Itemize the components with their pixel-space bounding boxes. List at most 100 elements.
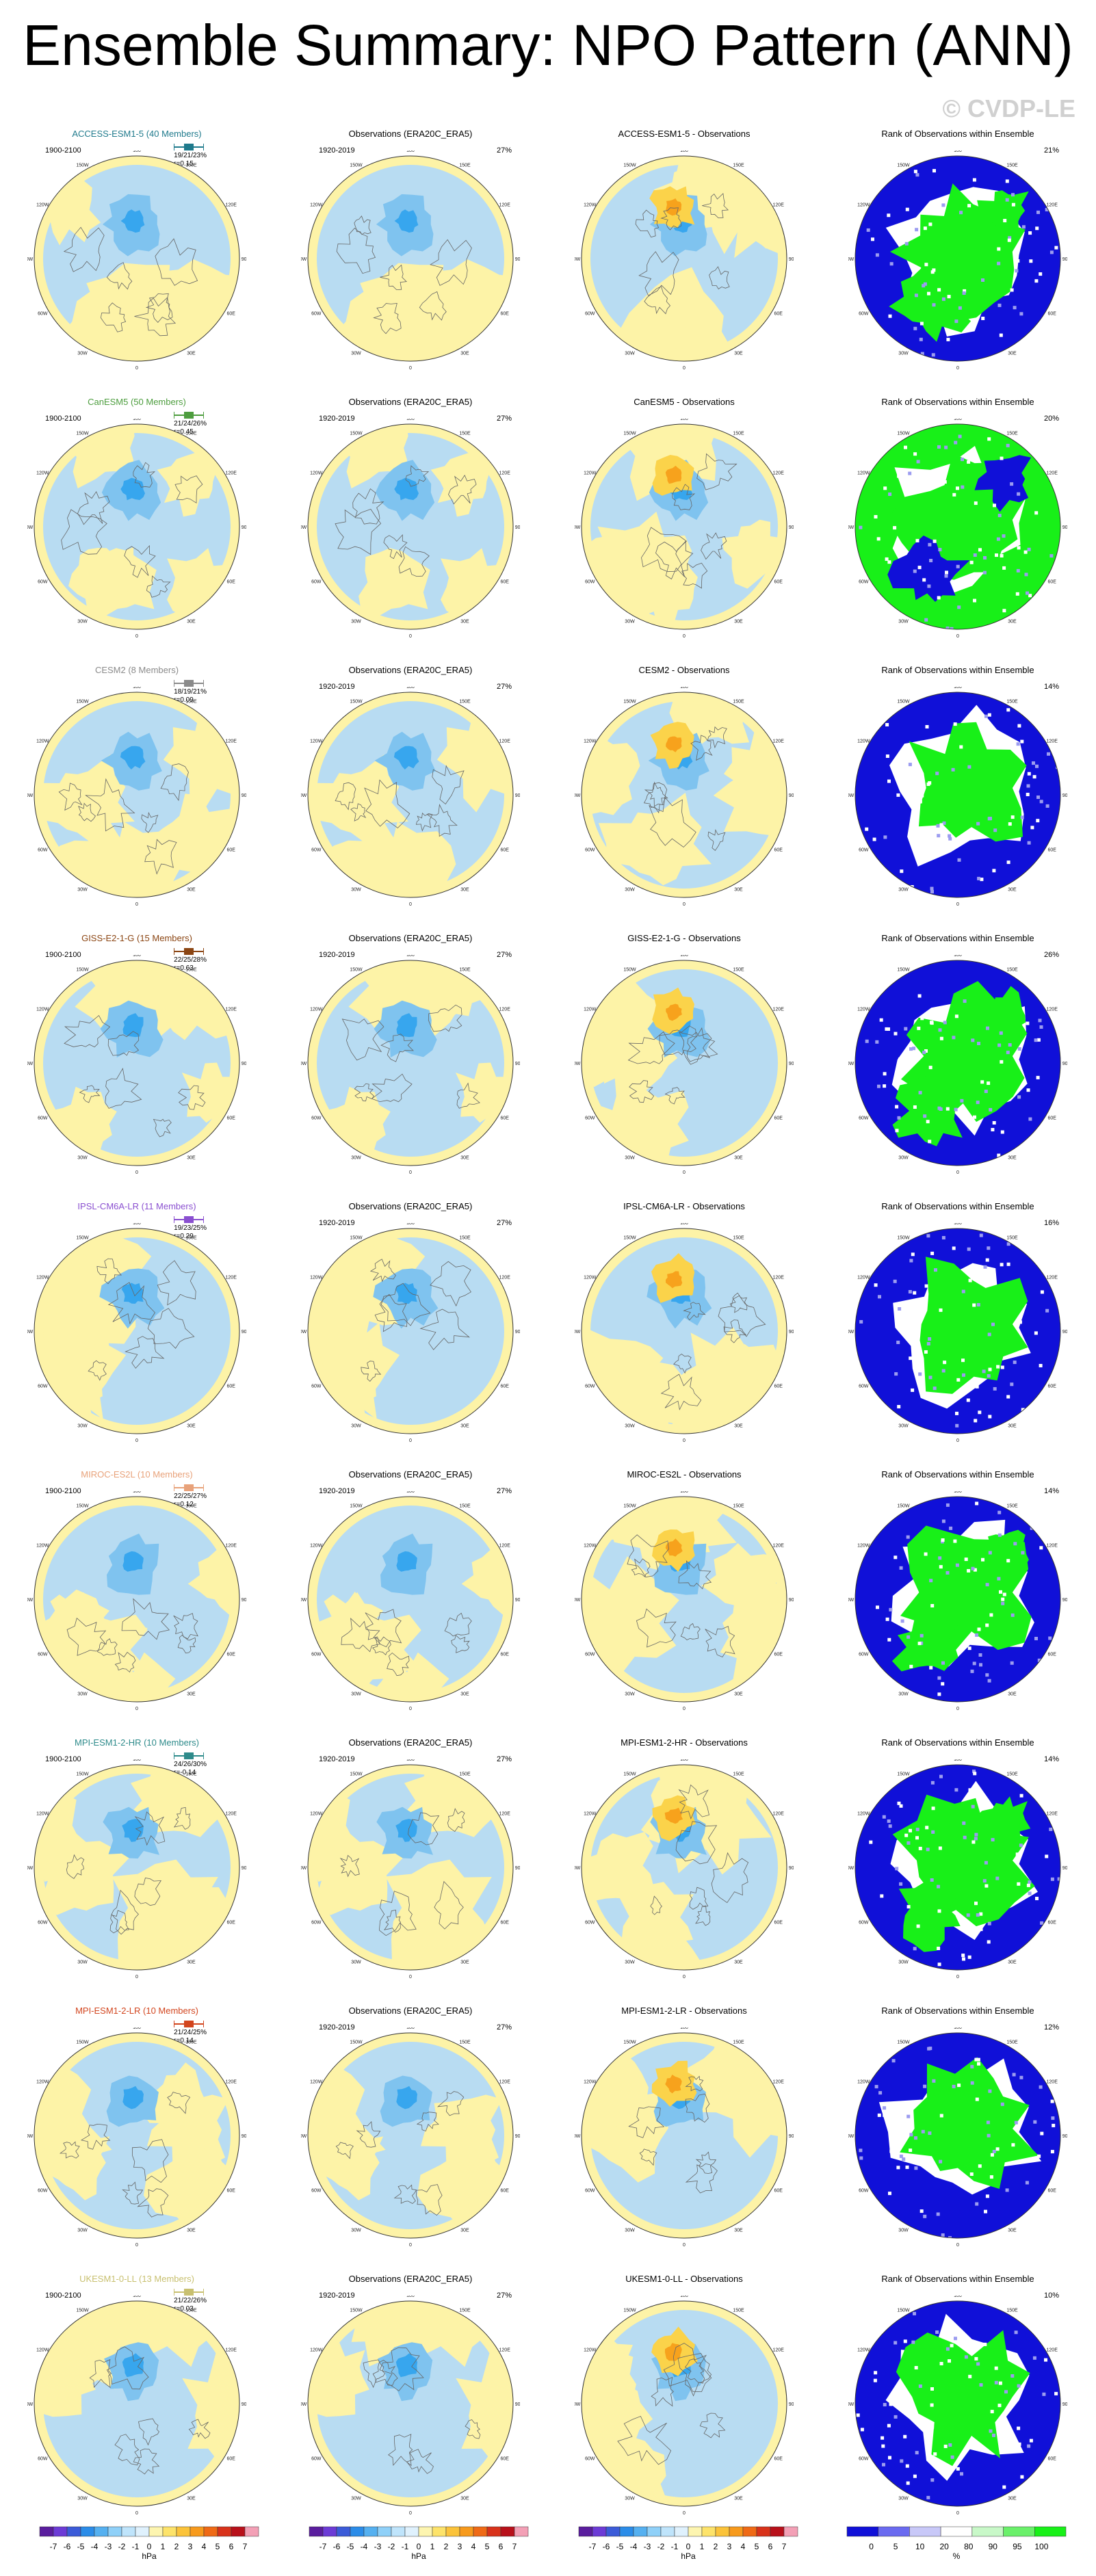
rank-pixel — [913, 569, 917, 573]
longitude-label: 120W — [36, 1544, 49, 1549]
longitude-label: 0 — [683, 1707, 686, 1711]
coastline — [371, 1073, 413, 1103]
colorbar-labels: -7 -6 -5 -4 -3 -2 -1 0 1 2 3 4 5 6 7 — [302, 2542, 535, 2551]
colorbar-swatch — [135, 2526, 150, 2537]
positive-anomaly-region — [63, 424, 135, 488]
longitude-label: 180 — [406, 687, 415, 689]
rank-pixel — [894, 1372, 898, 1376]
negative-core — [122, 1013, 144, 1038]
longitude-label: 30W — [351, 1692, 361, 1697]
rank-pixel — [1010, 1661, 1014, 1665]
longitude-label: 60E — [1047, 580, 1056, 585]
longitude-label: 90E — [1062, 1330, 1067, 1335]
longitude-label: 90E — [515, 525, 520, 530]
rank-pixel — [1027, 772, 1031, 776]
longitude-label: 30E — [460, 2229, 469, 2233]
rank-pixel — [893, 1031, 898, 1036]
rank-pixel — [939, 1565, 943, 1569]
panel-rank: Rank of Observations within Ensemble 10% 1… — [821, 2268, 1095, 2536]
coastline — [107, 1282, 156, 1325]
positive-anomaly-region — [713, 740, 787, 836]
rank-pixel — [956, 486, 959, 490]
rank-pixel — [888, 1824, 892, 1828]
longitude-label: 150E — [1006, 2308, 1018, 2313]
panel-ens: UKESM1-0-LL (13 Members) 1900-2100 21/22/2… — [0, 2268, 274, 2536]
rank-pixel — [1017, 2384, 1021, 2388]
rank-pixel — [915, 228, 919, 232]
page-title: Ensemble Summary: NPO Pattern (ANN) — [23, 13, 1073, 77]
rank-pixel — [914, 2136, 917, 2140]
rank-pixel — [984, 1884, 989, 1888]
longitude-label: 60W — [38, 2189, 48, 2194]
coastline — [58, 783, 83, 811]
colorbar-tick-label: -5 — [346, 2542, 354, 2551]
rank-pixel — [906, 1635, 911, 1639]
panel-title: IPSL-CM6A-LR (11 Members) — [77, 1201, 196, 1211]
longitude-label: 90E — [1062, 793, 1067, 798]
rank-pixel — [1014, 250, 1018, 254]
rank-patch — [972, 1796, 1031, 1848]
rank-pixel — [899, 1566, 903, 1570]
panel-title: CanESM5 - Observations — [634, 397, 735, 407]
rank-patch — [974, 455, 1032, 512]
longitude-label: 30W — [625, 620, 635, 625]
rank-pixel — [997, 1533, 1002, 1537]
panel-percent: 26% — [1043, 951, 1059, 959]
rank-pixel — [893, 1555, 898, 1560]
rank-pixel — [1006, 443, 1010, 447]
rank-pixel — [923, 2214, 927, 2218]
longitude-label: 30W — [625, 2497, 635, 2501]
rank-pixel — [926, 1120, 930, 1124]
rank-pixel — [889, 2149, 893, 2153]
stat-range: 22/25/28% — [174, 956, 207, 964]
rank-pixel — [1011, 2143, 1015, 2147]
rank-pixel — [887, 213, 891, 218]
rank-pixel — [883, 2113, 887, 2117]
positive-anomaly-region — [34, 754, 135, 842]
rank-pixel — [971, 1566, 975, 1570]
longitude-label: 180 — [680, 150, 688, 153]
longitude-label: 150W — [350, 1772, 363, 1776]
colorbar-tick-label: -4 — [90, 2542, 99, 2551]
rank-pixel — [930, 1878, 934, 1882]
colorbar-tick-label: 3 — [187, 2542, 193, 2551]
rank-pixel — [948, 837, 952, 841]
longitude-label: 150W — [76, 699, 89, 704]
rank-pixel — [1002, 2485, 1006, 2489]
copyright-watermark: © CVDP-LE — [942, 94, 1075, 122]
longitude-label: 90W — [301, 525, 307, 530]
rank-pixel — [882, 2462, 885, 2467]
coastline — [683, 1302, 706, 1321]
longitude-label: 150E — [459, 1235, 471, 1240]
polar-map: 180150E120E90E60E30E030W60W90W120W150W — [27, 150, 246, 371]
longitude-label: 150W — [76, 967, 89, 972]
polar-map: 180150E120E90E60E30E030W60W90W120W150W — [27, 687, 246, 907]
rank-pixel — [1026, 784, 1030, 788]
panel-diff: MPI-ESM1-2-HR - Observations 180 150E 120E 9… — [547, 1732, 821, 2000]
panel-years: 1920-2019 — [319, 951, 355, 959]
rank-pixel — [967, 1247, 971, 1251]
longitude-label: 120W — [310, 1812, 323, 1817]
rank-pixel — [936, 824, 940, 828]
rank-pixel — [972, 2348, 976, 2352]
rank-pixel — [1036, 1075, 1040, 1079]
longitude-label: 150E — [459, 1503, 471, 1508]
coastline — [125, 1336, 165, 1369]
rank-pixel — [938, 1846, 942, 1850]
longitude-label: 120W — [36, 739, 49, 744]
longitude-label: 60E — [1047, 848, 1056, 853]
coastline — [673, 1354, 692, 1374]
rank-pixel — [974, 2356, 978, 2361]
rank-pixel — [957, 2084, 961, 2088]
polar-map: 180150E120E90E60E30E030W60W90W120W150W — [575, 2296, 794, 2516]
colorbar-tick-label: 1 — [699, 2542, 705, 2551]
whisker-box — [174, 144, 205, 150]
colorbar-swatch — [619, 2526, 634, 2537]
longitude-label: 90E — [789, 1062, 794, 1066]
rank-pixel — [885, 557, 889, 561]
stat-range: 21/24/25% — [174, 2029, 207, 2036]
rank-pixel — [955, 1411, 958, 1415]
longitude-label: 150W — [897, 431, 910, 436]
longitude-label: 120E — [1047, 203, 1058, 208]
rank-pixel — [930, 1604, 935, 1607]
